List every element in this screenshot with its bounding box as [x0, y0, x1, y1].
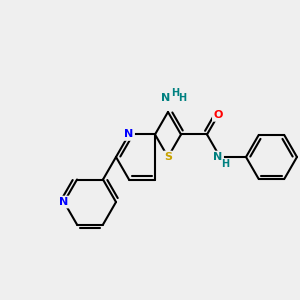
Text: S: S	[164, 152, 172, 162]
Text: N: N	[124, 130, 134, 140]
Text: N: N	[213, 152, 223, 162]
Text: N: N	[59, 197, 69, 207]
Text: H: H	[178, 93, 186, 103]
Text: O: O	[213, 110, 223, 120]
Text: N: N	[161, 93, 171, 103]
Text: H: H	[221, 159, 229, 169]
Text: H: H	[171, 88, 179, 98]
